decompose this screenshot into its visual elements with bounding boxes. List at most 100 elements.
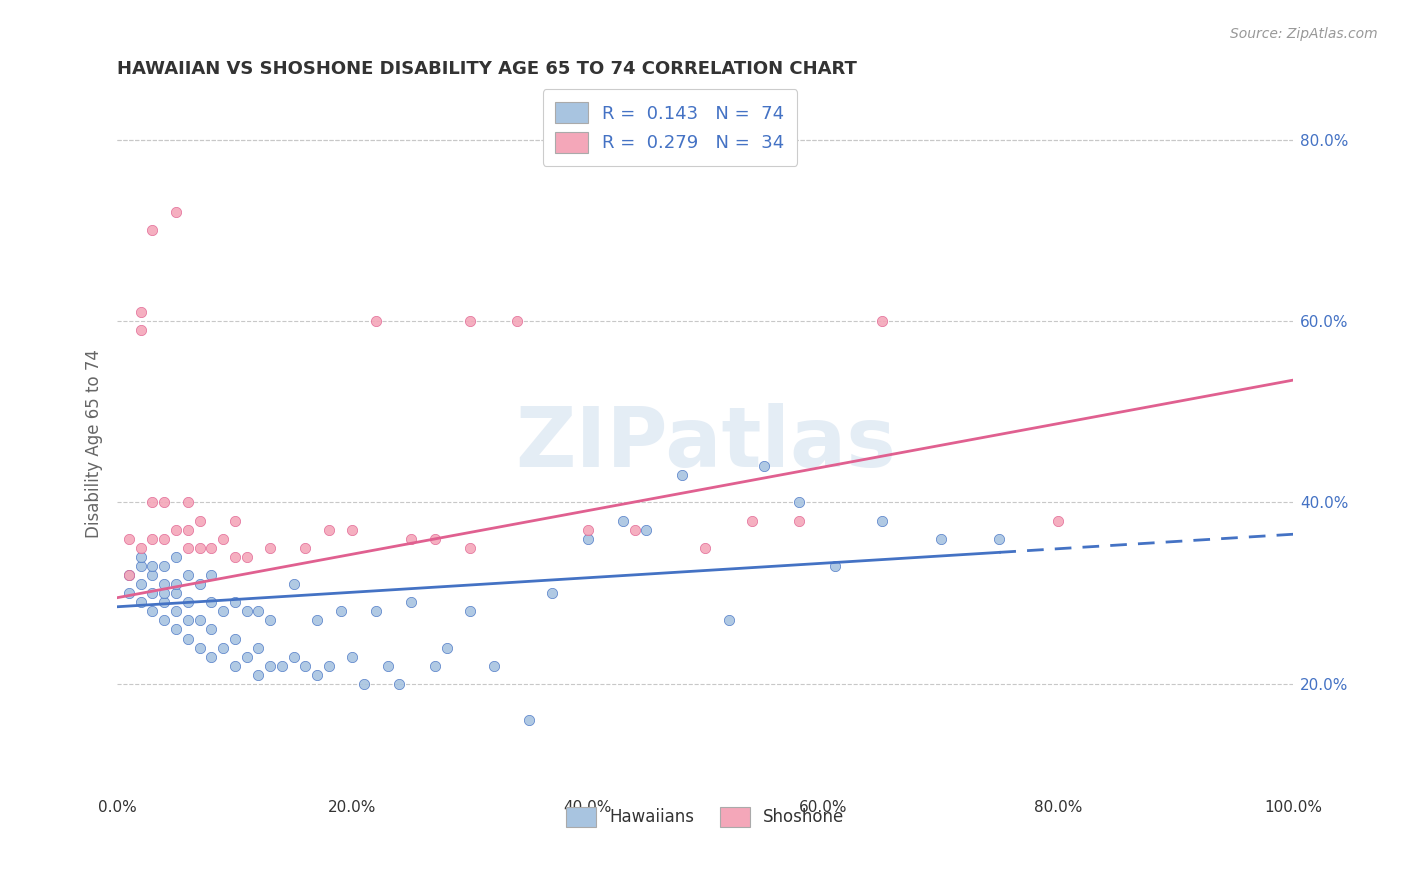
Point bbox=[307, 613, 329, 627]
Point bbox=[153, 595, 176, 609]
Legend: Hawaiians, Shoshone: Hawaiians, Shoshone bbox=[560, 801, 851, 833]
Point bbox=[752, 459, 775, 474]
Point bbox=[129, 305, 152, 319]
Point bbox=[129, 323, 152, 337]
Point bbox=[294, 541, 316, 555]
Point bbox=[224, 549, 246, 564]
Point bbox=[541, 586, 564, 600]
Point bbox=[141, 586, 163, 600]
Text: ZIPatlas: ZIPatlas bbox=[515, 403, 896, 484]
Point bbox=[353, 677, 375, 691]
Point bbox=[870, 514, 893, 528]
Point bbox=[294, 658, 316, 673]
Point bbox=[141, 558, 163, 573]
Point bbox=[482, 658, 505, 673]
Point bbox=[824, 558, 846, 573]
Point bbox=[177, 568, 200, 582]
Point bbox=[177, 495, 200, 509]
Point bbox=[188, 514, 211, 528]
Point bbox=[789, 514, 811, 528]
Point bbox=[212, 532, 235, 546]
Point bbox=[1047, 514, 1070, 528]
Point bbox=[458, 604, 481, 618]
Point bbox=[141, 604, 163, 618]
Point bbox=[188, 613, 211, 627]
Point bbox=[342, 523, 364, 537]
Point bbox=[153, 558, 176, 573]
Point bbox=[129, 549, 152, 564]
Point bbox=[270, 658, 292, 673]
Point bbox=[247, 604, 270, 618]
Point bbox=[929, 532, 952, 546]
Point bbox=[200, 595, 222, 609]
Point bbox=[188, 541, 211, 555]
Point bbox=[283, 577, 305, 591]
Point bbox=[118, 586, 141, 600]
Point bbox=[318, 523, 340, 537]
Point bbox=[399, 595, 422, 609]
Point bbox=[247, 667, 270, 681]
Point bbox=[141, 568, 163, 582]
Point bbox=[283, 649, 305, 664]
Point bbox=[129, 595, 152, 609]
Point bbox=[165, 549, 187, 564]
Point bbox=[247, 640, 270, 655]
Point bbox=[153, 532, 176, 546]
Point bbox=[118, 568, 141, 582]
Point bbox=[235, 649, 257, 664]
Point bbox=[153, 495, 176, 509]
Point bbox=[118, 568, 141, 582]
Point bbox=[129, 558, 152, 573]
Point bbox=[364, 314, 387, 328]
Point bbox=[259, 658, 281, 673]
Text: Source: ZipAtlas.com: Source: ZipAtlas.com bbox=[1230, 27, 1378, 41]
Point bbox=[318, 658, 340, 673]
Point bbox=[506, 314, 529, 328]
Point bbox=[388, 677, 411, 691]
Point bbox=[153, 613, 176, 627]
Point bbox=[329, 604, 352, 618]
Point bbox=[153, 586, 176, 600]
Point bbox=[165, 586, 187, 600]
Point bbox=[141, 495, 163, 509]
Point bbox=[224, 514, 246, 528]
Point bbox=[212, 604, 235, 618]
Point bbox=[458, 314, 481, 328]
Point bbox=[235, 549, 257, 564]
Point bbox=[165, 604, 187, 618]
Point bbox=[235, 604, 257, 618]
Point bbox=[612, 514, 634, 528]
Point bbox=[141, 223, 163, 237]
Point bbox=[436, 640, 458, 655]
Point bbox=[200, 649, 222, 664]
Point bbox=[118, 532, 141, 546]
Point bbox=[623, 523, 645, 537]
Point bbox=[165, 523, 187, 537]
Point bbox=[307, 667, 329, 681]
Point bbox=[870, 314, 893, 328]
Point bbox=[342, 649, 364, 664]
Point bbox=[224, 595, 246, 609]
Point bbox=[129, 577, 152, 591]
Point bbox=[671, 468, 693, 483]
Point bbox=[141, 532, 163, 546]
Point bbox=[695, 541, 717, 555]
Text: HAWAIIAN VS SHOSHONE DISABILITY AGE 65 TO 74 CORRELATION CHART: HAWAIIAN VS SHOSHONE DISABILITY AGE 65 T… bbox=[117, 60, 858, 78]
Point bbox=[259, 613, 281, 627]
Point bbox=[188, 577, 211, 591]
Point bbox=[212, 640, 235, 655]
Point bbox=[129, 541, 152, 555]
Point bbox=[517, 713, 540, 727]
Point bbox=[423, 658, 446, 673]
Point bbox=[364, 604, 387, 618]
Point bbox=[576, 532, 599, 546]
Point bbox=[789, 495, 811, 509]
Point bbox=[423, 532, 446, 546]
Point bbox=[153, 577, 176, 591]
Point bbox=[165, 623, 187, 637]
Point bbox=[224, 658, 246, 673]
Y-axis label: Disability Age 65 to 74: Disability Age 65 to 74 bbox=[86, 349, 103, 538]
Point bbox=[177, 613, 200, 627]
Point bbox=[377, 658, 399, 673]
Point bbox=[200, 623, 222, 637]
